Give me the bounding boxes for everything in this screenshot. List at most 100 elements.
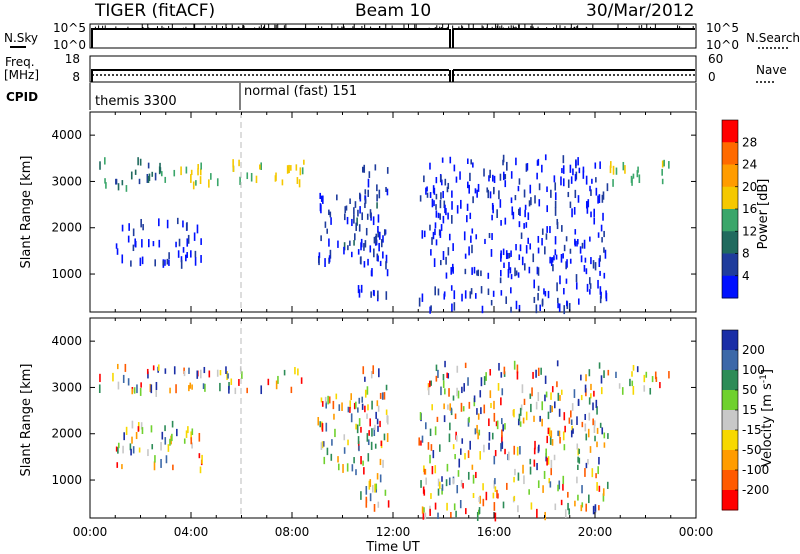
nsky-tick-top: 10^5 [53,21,86,35]
echo-point [448,477,451,486]
echo-point [375,239,378,246]
echo-point [380,440,383,447]
echo-point [534,440,536,450]
echo-point [141,427,144,435]
echo-point [580,504,583,512]
echo-point [612,179,614,187]
echo-point [357,285,360,294]
echo-point [598,456,600,465]
echo-point [505,296,508,304]
echo-point [429,306,431,314]
echo-point [383,229,386,236]
echo-point [583,264,586,272]
echo-point [267,378,270,386]
echo-point [138,447,141,453]
echo-point [518,208,520,215]
echo-point [426,192,429,198]
echo-point [343,434,346,441]
echo-point [539,415,541,422]
echo-point [545,448,547,457]
echo-point [451,201,453,210]
echo-point [501,435,503,444]
echo-point [150,425,153,433]
echo-point [349,400,352,409]
echo-point [425,477,427,485]
echo-point [337,463,340,471]
echo-point [546,186,548,193]
echo-point [562,431,565,441]
echo-point [425,187,427,195]
echo-point [544,511,546,521]
power-colorbar-segment [722,209,738,232]
echo-point [515,157,517,166]
echo-point [385,384,388,391]
echo-point [493,480,495,489]
echo-point [595,473,597,479]
echo-point [537,247,540,254]
echo-point [468,401,471,409]
echo-point [154,455,156,463]
velocity-colorbar: 200 100 50 15 -15 -50 -100 -200 Velocity [m s-1… [721,329,775,511]
echo-point [568,508,571,515]
echo-point [357,407,359,413]
echo-point [598,362,601,369]
echo-point [481,305,484,314]
echo-point [359,206,361,214]
echo-point [186,222,188,231]
echo-point [355,401,357,409]
echo-point [547,427,550,435]
echo-point [524,204,527,210]
echo-point [432,185,435,194]
echo-point [423,230,426,238]
echo-point [115,178,117,185]
echo-point [603,432,606,439]
echo-point [347,406,350,413]
echo-point [421,435,424,443]
echo-point [577,464,579,470]
echo-point [471,464,474,470]
echo-point [361,403,364,410]
y-tick-label: 2000 [51,427,82,441]
echo-point [595,399,598,408]
echo-point [288,164,290,173]
echo-point [489,191,492,199]
echo-point [549,481,552,488]
echo-point [585,201,588,209]
echo-point [200,238,202,245]
echo-point [117,381,120,390]
echo-point [467,471,470,480]
nsearch-label: N.Search [746,31,800,45]
echo-point [200,369,202,379]
echo-point [594,262,597,271]
echo-point [238,379,240,386]
echo-point [146,173,149,183]
echo-point [557,303,559,309]
echo-point [586,206,589,214]
echo-point [140,422,143,430]
echo-point [519,446,521,455]
echo-point [528,200,531,207]
echo-point [255,175,258,184]
echo-point [349,240,351,246]
velocity-colorbar-segment [722,430,738,451]
echo-point [554,503,557,511]
echo-point [518,254,521,261]
nave-label: Nave [756,63,787,77]
echo-point [343,246,345,255]
echo-point [131,388,134,395]
echo-point [561,168,563,174]
echo-point [504,423,506,430]
echo-point [589,289,591,295]
echo-point [591,178,593,184]
echo-point [585,268,588,275]
echo-point [570,176,573,184]
echo-point [432,231,435,240]
nsky-tick-bottom: 10^0 [53,38,86,52]
echo-point [219,370,222,376]
echo-point [542,485,544,493]
echo-point [551,405,553,413]
echo-point [449,403,452,411]
echo-point [592,418,594,426]
echo-point [558,430,561,437]
echo-point [176,217,179,225]
